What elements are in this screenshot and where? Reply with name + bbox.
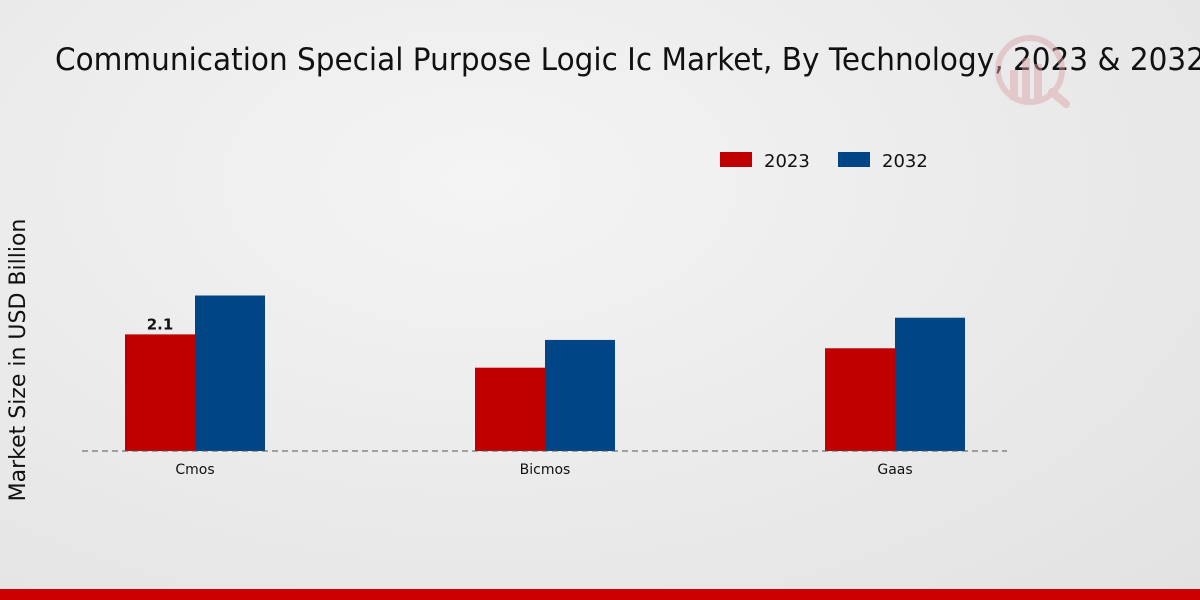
x-tick-label-gaas: Gaas: [877, 462, 912, 478]
x-axis-tick-labels: Cmos Bicmos Gaas: [175, 462, 912, 478]
bar-cmos-2023: [125, 334, 195, 451]
legend-label-2023: 2023: [764, 151, 810, 172]
data-label: 2.1: [147, 315, 174, 333]
x-tick-label-cmos: Cmos: [175, 462, 214, 478]
bar-gaas-2023: [825, 348, 895, 451]
chart-title: Communication Special Purpose Logic Ic M…: [55, 42, 1200, 78]
bar-bicmos-2023: [475, 367, 545, 451]
watermark-logo-icon: [995, 35, 1070, 108]
x-tick-label-bicmos: Bicmos: [520, 462, 571, 478]
bar-bicmos-2032: [545, 339, 615, 451]
legend-label-2032: 2032: [882, 151, 928, 172]
legend-swatch-2023: [720, 152, 752, 167]
y-axis-label: Market Size in USD Billion: [6, 219, 31, 502]
footer-accent-bar: [0, 589, 1200, 600]
legend-swatch-2032: [838, 152, 870, 167]
data-labels: 2.1: [147, 315, 174, 333]
bar-gaas-2032: [895, 317, 965, 451]
bar-cmos-2032: [195, 295, 265, 451]
bars: [125, 295, 965, 451]
legend: 2023 2032: [720, 151, 928, 172]
